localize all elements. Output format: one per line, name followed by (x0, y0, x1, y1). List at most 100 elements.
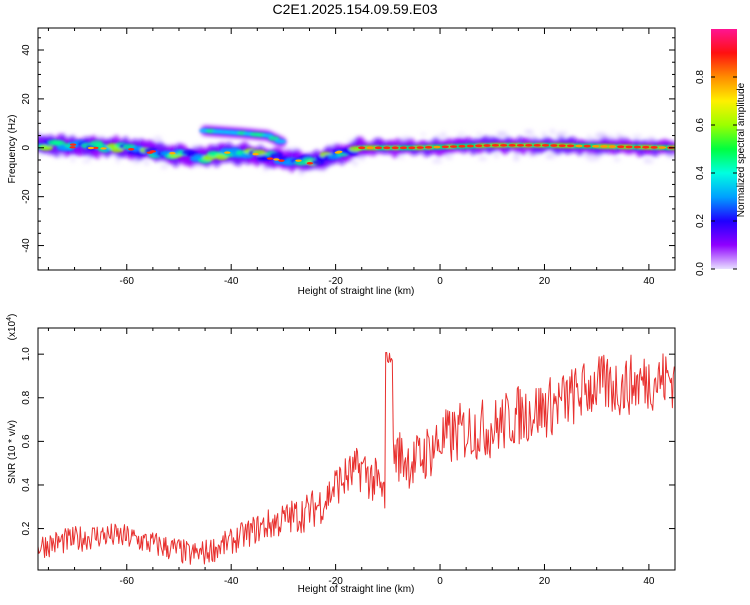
snr-x-ticks: -60 -40 -20 0 20 40 (47, 328, 676, 587)
heatmap-peak (449, 145, 458, 148)
heatmap-peak (633, 145, 642, 149)
heatmap-peak (424, 145, 433, 149)
spectrogram-panel: -60 -40 -20 0 20 40 -40 -20 0 20 40 Height of str… (7, 27, 676, 297)
snr-x-tick-label: -60 (120, 576, 135, 587)
heatmap-peak (87, 146, 94, 150)
colorbar-tick-label: 0.8 (695, 70, 706, 84)
heatmap-speckle (435, 134, 447, 138)
heatmap-speckle (477, 156, 488, 161)
heatmap-peak (500, 143, 508, 147)
heatmap-peak (458, 144, 466, 148)
snr-x-tick-label: 40 (643, 576, 655, 587)
snr-frame (37, 327, 676, 571)
heatmap-peak (575, 144, 583, 148)
heatmap-peak (69, 146, 76, 149)
spectrogram-x-tick-label: 20 (539, 276, 551, 287)
heatmap-speckle (38, 155, 43, 158)
heatmap-peak (466, 144, 474, 148)
snr-series-line (38, 352, 675, 565)
heatmap-speckle (666, 154, 675, 159)
heatmap-peak (483, 144, 491, 147)
heatmap-peak (391, 146, 399, 150)
heatmap-speckle (495, 131, 507, 135)
snr-y-tick-label: 1.0 (21, 347, 32, 361)
snr-x-tick-label: -40 (224, 576, 239, 587)
snr-multiplier: (x104) (6, 314, 18, 341)
heatmap-speckle (613, 158, 621, 162)
heatmap-speckle (350, 160, 356, 163)
heatmap-speckle (582, 153, 594, 159)
heatmap-speckle (81, 159, 91, 163)
heatmap-speckle (445, 155, 453, 160)
heatmap-speckle (586, 134, 593, 140)
heatmap-speckle (524, 129, 534, 134)
spectrogram-x-tick-label: 40 (643, 276, 655, 287)
heatmap-peak (475, 144, 483, 148)
heatmap-peak (625, 145, 633, 149)
heatmap-peak (306, 162, 314, 165)
heatmap-speckle (513, 153, 520, 159)
heatmap-speckle (457, 132, 466, 136)
heatmap-peak (408, 146, 416, 150)
heatmap-peak (169, 151, 176, 155)
heatmap-speckle (398, 156, 405, 159)
snr-y-tick-label: 0.2 (21, 521, 32, 535)
heatmap-core-blob (274, 138, 287, 144)
heatmap-speckle (86, 157, 92, 160)
heatmap-speckle (547, 152, 552, 158)
spectrogram-x-tick-label: -20 (328, 276, 343, 287)
colorbar-ticks: 0.0 0.2 0.4 0.6 0.8 (695, 70, 737, 276)
heatmap-peak (146, 151, 154, 154)
heatmap-core-blob (52, 140, 66, 147)
heatmap-peak (358, 146, 366, 150)
heatmap-speckle (476, 132, 483, 136)
heatmap-peak (441, 145, 449, 149)
snr-x-tick-label: 0 (437, 576, 443, 587)
heatmap-peak (550, 144, 558, 147)
heatmap-peak (608, 145, 616, 148)
spectrogram-y-tick-label: 0 (21, 145, 32, 151)
spectrogram-y-tick-label: 20 (21, 93, 32, 105)
spectrogram-y-tick-label: -40 (21, 238, 32, 253)
heatmap-speckle (586, 157, 597, 162)
spectrogram-y-label: Frequency (Hz) (7, 115, 18, 184)
heatmap-peaks (69, 143, 675, 165)
heatmap-peak (399, 146, 408, 150)
heatmap-peak (295, 159, 302, 162)
heatmap-peak (650, 146, 658, 149)
heatmap-speckle (431, 159, 443, 164)
heatmap-peak (525, 143, 533, 147)
heatmap-peak (366, 146, 374, 150)
heatmap-core-blob (39, 144, 54, 151)
snr-y-ticks: 0.2 0.4 0.6 0.8 1.0 (21, 347, 675, 536)
heatmap-peak (252, 152, 259, 156)
snr-y-tick-label: 0.8 (21, 390, 32, 404)
heatmap-peak (583, 144, 591, 148)
snr-y-tick-label: 0.4 (21, 478, 32, 492)
snr-y-tick-label: 0.6 (21, 434, 32, 448)
heatmap-peak (334, 151, 341, 154)
heatmap-speckle (607, 134, 614, 140)
heatmap-speckle (38, 131, 42, 135)
heatmap-peak (100, 147, 107, 150)
colorbar-tick-label: 0.2 (695, 214, 706, 228)
spectrogram-y-ticks: -40 -20 0 20 40 (21, 37, 675, 271)
heatmap-peak (658, 146, 667, 149)
heatmap-peak (566, 144, 575, 148)
heatmap-speckle (643, 158, 649, 162)
heatmap-speckle (541, 131, 547, 137)
heatmap-speckle (359, 156, 365, 162)
heatmap-speckle (143, 160, 150, 166)
heatmap-speckle (289, 147, 300, 150)
heatmap-peak (278, 159, 285, 162)
spectrogram-heatmap (38, 125, 675, 176)
spectrogram-x-tick-label: -60 (120, 276, 135, 287)
heatmap-speckle (132, 160, 141, 165)
heatmap-peak (69, 143, 77, 146)
heatmap-speckle (70, 157, 76, 162)
heatmap-speckle (549, 128, 556, 135)
colorbar-tick-label: 0.0 (695, 262, 706, 276)
heatmap-peak (533, 143, 541, 147)
heatmap-peak (642, 145, 650, 149)
